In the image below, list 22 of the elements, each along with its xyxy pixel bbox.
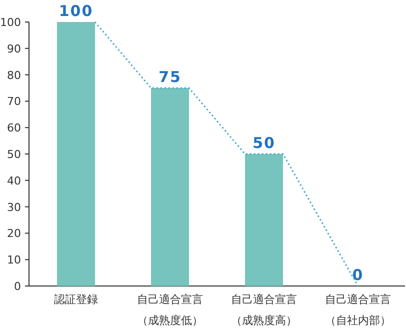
y-tick-label: 40 [7,174,21,188]
x-tick-label: 認証登録 [54,293,98,306]
x-tick-label: 自己適合宣言（成熟度低） [137,293,203,327]
y-tick-label: 0 [14,280,21,293]
data-label: 75 [158,68,182,86]
y-tick-label: 20 [7,227,21,240]
y-tick-label: 50 [7,148,21,161]
data-label: 100 [58,2,94,20]
y-tick-label: 10 [7,254,21,267]
y-tick-label: 30 [7,200,21,214]
y-tick-label: 60 [7,122,21,135]
bar [245,154,283,286]
bar [57,22,95,286]
x-tick-label: 自己適合宣言（自社内部） [325,293,391,327]
y-tick-label: 80 [7,68,21,82]
y-tick-label: 90 [7,42,21,56]
bar [151,88,189,286]
y-tick-label: 70 [7,95,21,108]
y-tick-label: 100 [0,16,21,29]
data-label: 0 [352,266,364,284]
x-tick-label: 自己適合宣言（成熟度高） [231,293,297,327]
data-label: 50 [252,134,276,152]
